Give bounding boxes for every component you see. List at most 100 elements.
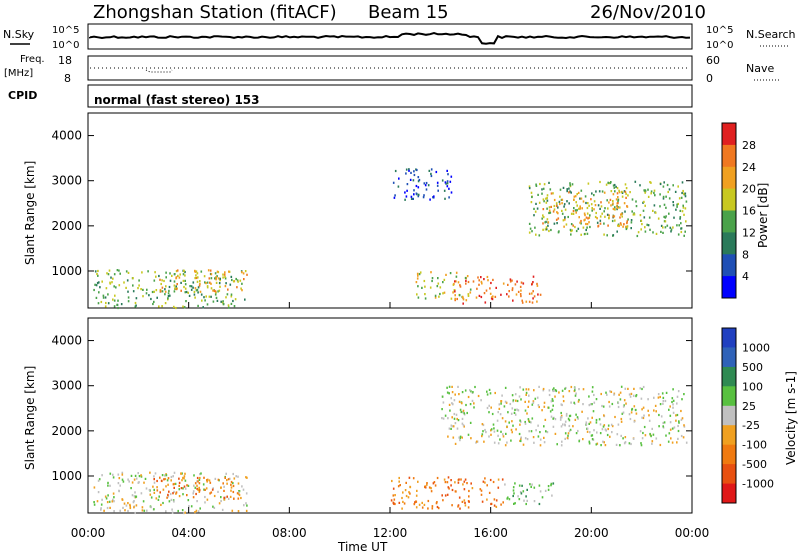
echo-cell — [668, 197, 671, 200]
echo-cell — [619, 216, 621, 219]
echo-cell — [630, 392, 633, 395]
echo-cell — [196, 484, 198, 487]
echo-cell — [196, 487, 198, 490]
echo-cell — [439, 292, 441, 296]
echo-cell — [430, 271, 432, 274]
echo-cell — [539, 293, 542, 296]
echo-cell — [414, 501, 416, 504]
echo-cell — [511, 288, 514, 292]
echo-cell — [446, 182, 449, 185]
echo-cell — [408, 168, 410, 171]
echo-cell — [586, 226, 588, 229]
echo-cell — [490, 502, 492, 506]
echo-cell — [452, 425, 455, 428]
echo-cell — [427, 184, 430, 187]
echo-cell — [425, 181, 428, 185]
echo-cell — [435, 170, 438, 174]
echo-cell — [574, 386, 576, 390]
echo-cell — [550, 482, 553, 486]
echo-cell — [246, 476, 248, 479]
echo-cell — [612, 200, 614, 203]
echo-cell — [244, 298, 246, 301]
echo-cell — [599, 207, 601, 210]
echo-cell — [436, 505, 439, 509]
echo-cell — [459, 435, 462, 438]
echo-cell — [95, 296, 98, 299]
echo-cell — [631, 198, 634, 201]
echo-cell — [533, 389, 535, 392]
echo-cell — [550, 228, 552, 232]
echo-cell — [611, 425, 614, 428]
echo-cell — [140, 288, 142, 291]
echo-cell — [538, 484, 541, 487]
echo-cell — [580, 233, 582, 236]
echo-cell — [488, 435, 490, 438]
echo-cell — [480, 399, 482, 402]
echo-cell — [140, 492, 143, 495]
echo-cell — [409, 492, 411, 495]
echo-cell — [434, 294, 437, 297]
echo-cell — [641, 437, 644, 440]
echo-cell — [516, 408, 518, 411]
echo-cell — [460, 478, 462, 481]
echo-cell — [601, 404, 603, 408]
xtick-label: 08:00 — [272, 526, 307, 540]
echo-cell — [553, 387, 555, 390]
echo-cell — [484, 481, 486, 484]
echo-cell — [608, 201, 610, 204]
echo-cell — [504, 386, 507, 389]
echo-cell — [564, 218, 566, 221]
echo-cell — [184, 279, 186, 282]
echo-cell — [442, 401, 445, 404]
echo-cell — [625, 196, 627, 199]
echo-cell — [180, 472, 182, 475]
echo-cell — [205, 282, 207, 285]
echo-cell — [167, 493, 169, 496]
echo-cell — [232, 280, 235, 283]
echo-cell — [113, 273, 116, 276]
echo-cell — [467, 280, 470, 284]
echo-cell — [620, 385, 623, 388]
echo-cell — [230, 293, 233, 296]
echo-cell — [182, 476, 184, 479]
echo-cell — [478, 294, 481, 297]
echo-cell — [681, 210, 684, 213]
echo-cell — [121, 478, 124, 481]
echo-cell — [635, 200, 637, 203]
echo-cell — [168, 500, 171, 503]
echo-cell — [603, 233, 605, 236]
echo-cell — [541, 192, 543, 195]
echo-cell — [620, 420, 623, 423]
echo-cell — [418, 273, 421, 276]
echo-cell — [434, 484, 437, 487]
colorbar-tick-label: 1000 — [742, 341, 770, 354]
echo-cell — [578, 398, 580, 402]
echo-cell — [156, 486, 158, 489]
echo-cell — [119, 484, 121, 487]
echo-cell — [494, 295, 497, 298]
echo-cell — [607, 427, 609, 431]
echo-cell — [210, 277, 213, 280]
echo-cell — [423, 279, 426, 283]
echo-cell — [498, 407, 501, 410]
echo-cell — [639, 430, 642, 433]
echo-cell — [457, 505, 459, 508]
echo-cell — [685, 220, 687, 223]
echo-cell — [549, 211, 552, 214]
echo-cell — [591, 207, 593, 210]
echo-cell — [537, 293, 539, 296]
echo-cell — [210, 287, 213, 290]
echo-cell — [452, 291, 454, 294]
echo-cell — [508, 295, 510, 298]
echo-cell — [649, 228, 651, 231]
echo-cell — [117, 306, 119, 310]
echo-cell — [682, 204, 684, 207]
echo-cell — [573, 195, 576, 198]
echo-cell — [612, 202, 614, 205]
echo-cell — [608, 214, 610, 217]
xtick-label: 12:00 — [373, 526, 408, 540]
echo-cell — [132, 284, 134, 287]
echo-cell — [521, 299, 523, 302]
echo-cell — [662, 425, 664, 428]
